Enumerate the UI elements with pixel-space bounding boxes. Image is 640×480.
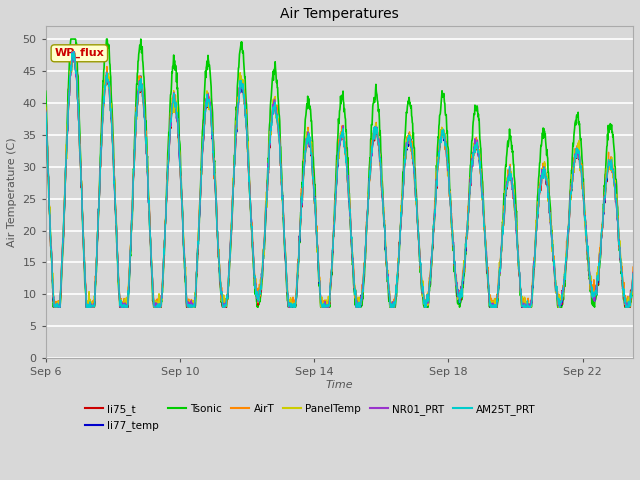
Title: Air Temperatures: Air Temperatures xyxy=(280,7,399,21)
Text: WP_flux: WP_flux xyxy=(54,48,104,59)
X-axis label: Time: Time xyxy=(326,380,353,390)
Legend: li75_t, li77_temp, Tsonic, AirT, PanelTemp, NR01_PRT, AM25T_PRT: li75_t, li77_temp, Tsonic, AirT, PanelTe… xyxy=(81,400,540,435)
Y-axis label: Air Temperature (C): Air Temperature (C) xyxy=(7,137,17,247)
